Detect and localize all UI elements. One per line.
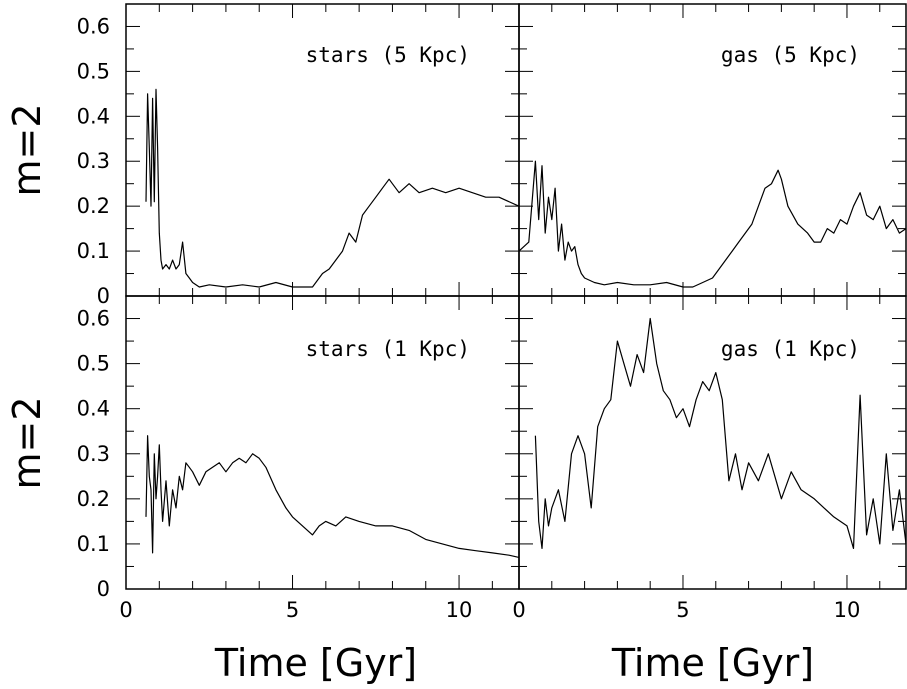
panel-label: stars (1 Kpc): [306, 337, 470, 361]
y-tick-label: 0.4: [77, 104, 110, 128]
y-tick-label: 0.1: [77, 239, 110, 263]
panel-bottom-right: 0 5 10 gas (1 Kpc): [512, 295, 907, 622]
panel-top-right: gas (5 Kpc): [518, 3, 907, 297]
y-tick-label: 0.2: [77, 194, 110, 218]
panels-group: 0 0.1 0.2 0.3 0.4 0.5 0.6 stars (5 Kpc) gas (5 K…: [77, 3, 907, 622]
x-axis-title-right: Time [Gyr]: [611, 641, 814, 685]
series-line: [534, 317, 907, 550]
y-tick-label: 0.6: [77, 307, 110, 331]
panel-bottom-left: 0 0.1 0.2 0.3 0.4 0.5 0.6 0 5 10 stars (1 Kpc): [77, 295, 520, 622]
x-tick-label: 10: [446, 598, 473, 622]
x-tick-label: 10: [834, 598, 861, 622]
y-tick-label: 0.5: [77, 352, 110, 376]
panel-label: gas (5 Kpc): [721, 43, 860, 67]
series-line: [145, 435, 520, 558]
panel-top-left: 0 0.1 0.2 0.3 0.4 0.5 0.6 stars (5 Kpc): [77, 3, 520, 308]
x-axis-title-left: Time [Gyr]: [214, 641, 417, 685]
x-tick-label: 5: [286, 598, 299, 622]
y-tick-label: 0: [97, 577, 110, 601]
y-axis-title-top: m=2: [5, 103, 49, 196]
y-tick-label: 0.3: [77, 149, 110, 173]
y-tick-label: 0.4: [77, 397, 110, 421]
plot-frame: [518, 295, 907, 590]
y-tick-label: 0.1: [77, 532, 110, 556]
y-tick-label: 0.5: [77, 59, 110, 83]
panel-label: gas (1 Kpc): [721, 337, 860, 361]
series-line: [145, 88, 520, 288]
x-tick-label: 5: [676, 598, 689, 622]
y-axis-title-bottom: m=2: [5, 396, 49, 489]
x-tick-label: 0: [119, 598, 132, 622]
panel-label: stars (5 Kpc): [306, 43, 470, 67]
x-tick-label: 0: [512, 598, 525, 622]
y-tick-label: 0.2: [77, 487, 110, 511]
y-tick-label: 0: [97, 284, 110, 308]
series-line: [518, 160, 907, 288]
y-tick-label: 0.6: [77, 14, 110, 38]
y-tick-label: 0.3: [77, 442, 110, 466]
